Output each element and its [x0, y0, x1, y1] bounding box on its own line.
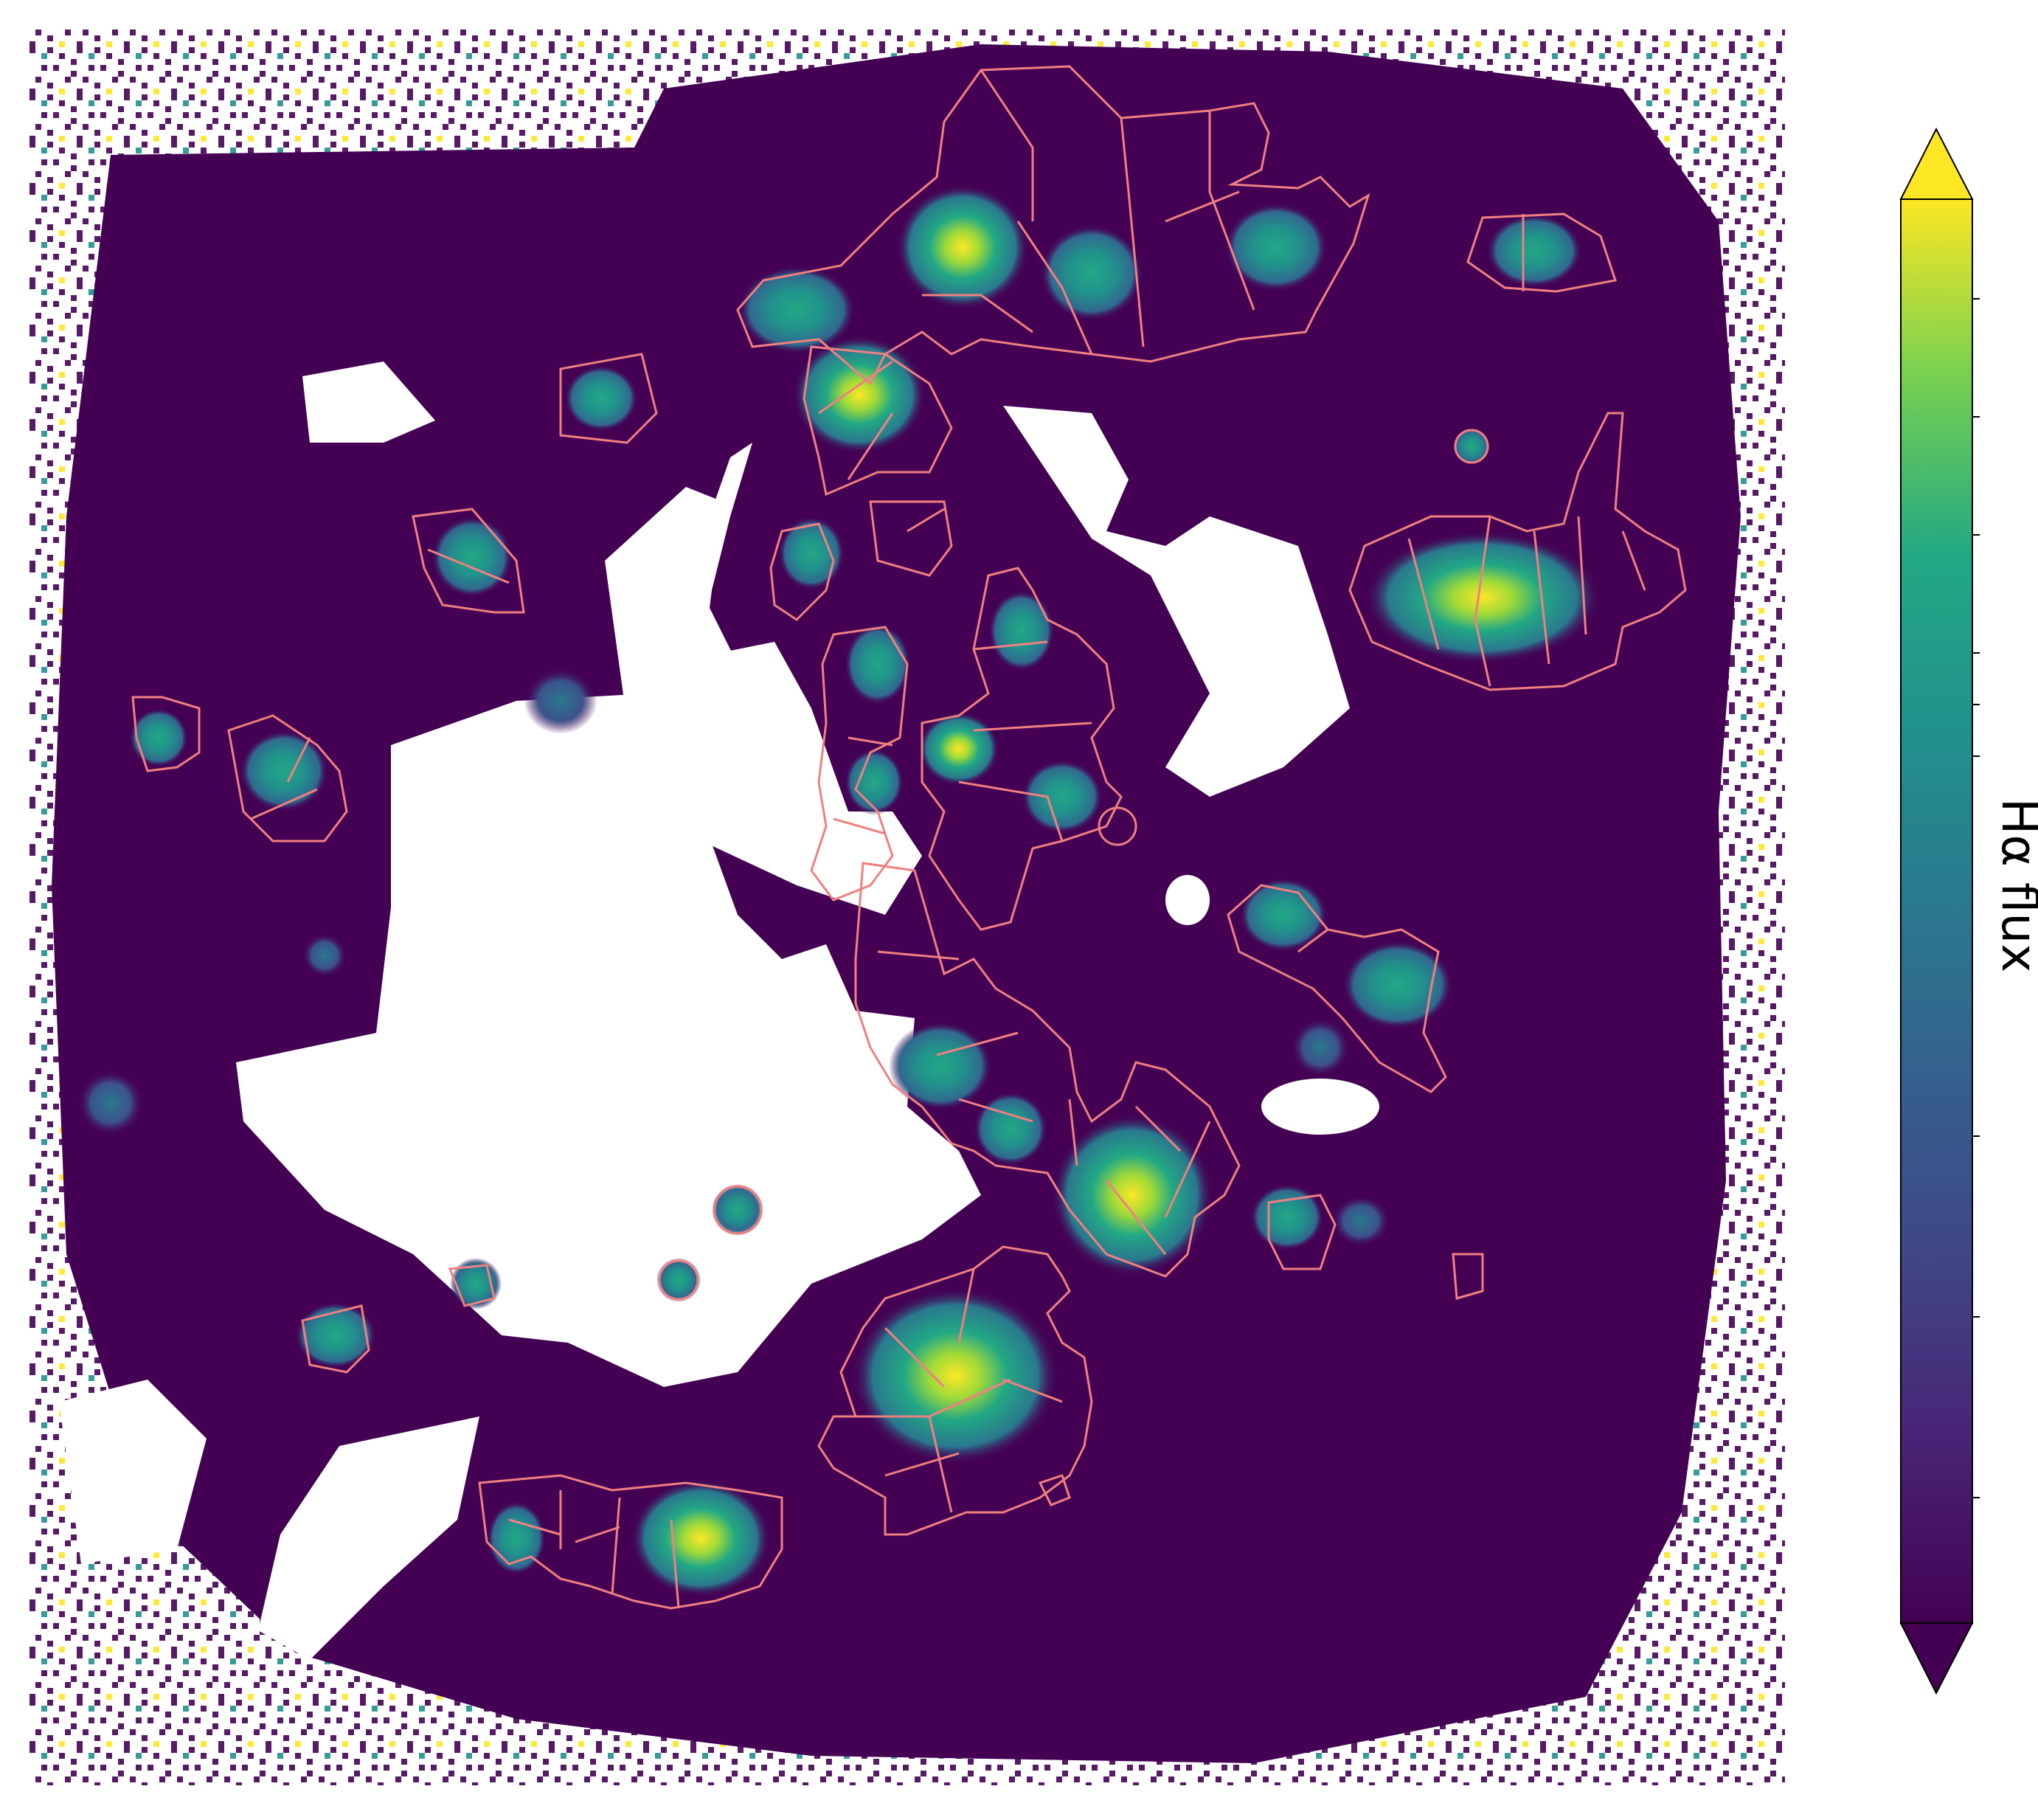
- contour-small-1: [769, 522, 835, 621]
- dim-blob-11: [1022, 760, 1103, 834]
- contour-circle-3: [1454, 429, 1489, 464]
- faint-blob-4: [302, 933, 347, 978]
- dim-blob-2: [738, 266, 856, 354]
- contour-south-complex: [817, 1245, 1093, 1536]
- contour-south-small: [1038, 1474, 1071, 1506]
- region-contours: [131, 65, 1687, 1610]
- masked-region-upper-right: [1003, 406, 1350, 797]
- masked-region-left-small: [302, 361, 435, 443]
- contour-northeast: [1466, 212, 1617, 293]
- dim-blob-10: [988, 590, 1055, 671]
- dim-blob-9: [845, 623, 911, 705]
- contour-left-lower-1: [301, 1304, 370, 1374]
- contour-center-lower-chain: [854, 862, 1241, 1278]
- contour-left-lower-2: [448, 1264, 496, 1307]
- peak-blob-upper-left-cluster: [793, 336, 926, 454]
- contour-southwest-complex: [478, 1474, 783, 1610]
- dim-blob-20: [778, 516, 845, 590]
- contour-middle-column: [921, 567, 1123, 931]
- colorbar: Hα flux: [1899, 127, 2038, 1695]
- dim-blob-4: [1486, 214, 1582, 288]
- contour-west-3: [131, 696, 201, 772]
- dim-blob-16: [712, 1184, 763, 1236]
- faint-blob-5: [1291, 1018, 1350, 1077]
- contour-east-small: [1267, 1194, 1337, 1270]
- dim-blob-5: [431, 516, 513, 598]
- masked-region-column: [664, 642, 922, 915]
- dim-blob-12: [889, 1022, 992, 1110]
- contour-east-tiny: [1452, 1253, 1484, 1300]
- colorbar-label: Hα flux: [1991, 798, 2038, 973]
- faint-blob-1: [524, 668, 597, 734]
- dim-blob-18: [295, 1302, 376, 1369]
- masked-region-right-1: [1261, 1079, 1379, 1135]
- colorbar-upper-extend: [1899, 127, 1974, 200]
- masked-region-bottom-left: [258, 1416, 479, 1660]
- peak-blob-south: [852, 1287, 1058, 1464]
- contour-east-complex: [1348, 412, 1687, 691]
- masked-region-center: [236, 443, 981, 1387]
- colorbar-gradient: [1900, 198, 1973, 1624]
- contour-small-3: [559, 353, 658, 444]
- dim-blob-7: [240, 730, 328, 812]
- peak-blob-north: [896, 184, 1029, 310]
- contour-upper-left-cluster: [803, 345, 953, 496]
- faint-blob-2: [77, 1070, 144, 1136]
- dim-blob-23: [487, 1501, 546, 1575]
- dim-blob-24: [1453, 428, 1490, 465]
- dim-blob-8: [129, 708, 188, 767]
- peak-blob-east: [1365, 531, 1601, 664]
- faint-blob-3: [1331, 1195, 1390, 1247]
- peak-blob-middle: [918, 712, 999, 786]
- peak-blob-southwest: [631, 1479, 771, 1597]
- dim-blob-21: [845, 749, 904, 815]
- contour-north-complex: [736, 65, 1370, 386]
- masked-regions: [59, 361, 1379, 1660]
- dim-blob-15: [1239, 878, 1328, 952]
- masked-region-center-small: [650, 1048, 700, 1107]
- contour-circle-1: [713, 1185, 763, 1235]
- colorbar-lower-extend: [1899, 1622, 1974, 1695]
- contour-circle-4: [1098, 806, 1137, 846]
- dim-blob-17: [656, 1258, 701, 1302]
- contour-small-2: [869, 500, 953, 577]
- masked-region-right-2: [1165, 875, 1210, 925]
- masked-region-lower-left: [59, 1380, 207, 1564]
- contour-circle-2: [658, 1259, 699, 1301]
- emission-blobs: [77, 184, 1601, 1597]
- contour-mid-left-chain: [810, 626, 909, 902]
- contour-west-1: [412, 508, 525, 614]
- colorbar-ticks: [1972, 298, 1980, 1498]
- contour-west-2: [227, 714, 348, 842]
- dim-blob-14: [1342, 941, 1453, 1029]
- dim-blob-3: [1224, 203, 1328, 291]
- low-flux-background: [52, 44, 1741, 1763]
- dim-blob-13: [974, 1092, 1047, 1166]
- dim-blob-1: [1040, 225, 1143, 321]
- contour-east-middle: [1227, 884, 1447, 1093]
- dim-blob-6: [564, 365, 638, 432]
- dim-blob-22: [1250, 1184, 1324, 1250]
- contour-north-inner-lines: [922, 69, 1255, 355]
